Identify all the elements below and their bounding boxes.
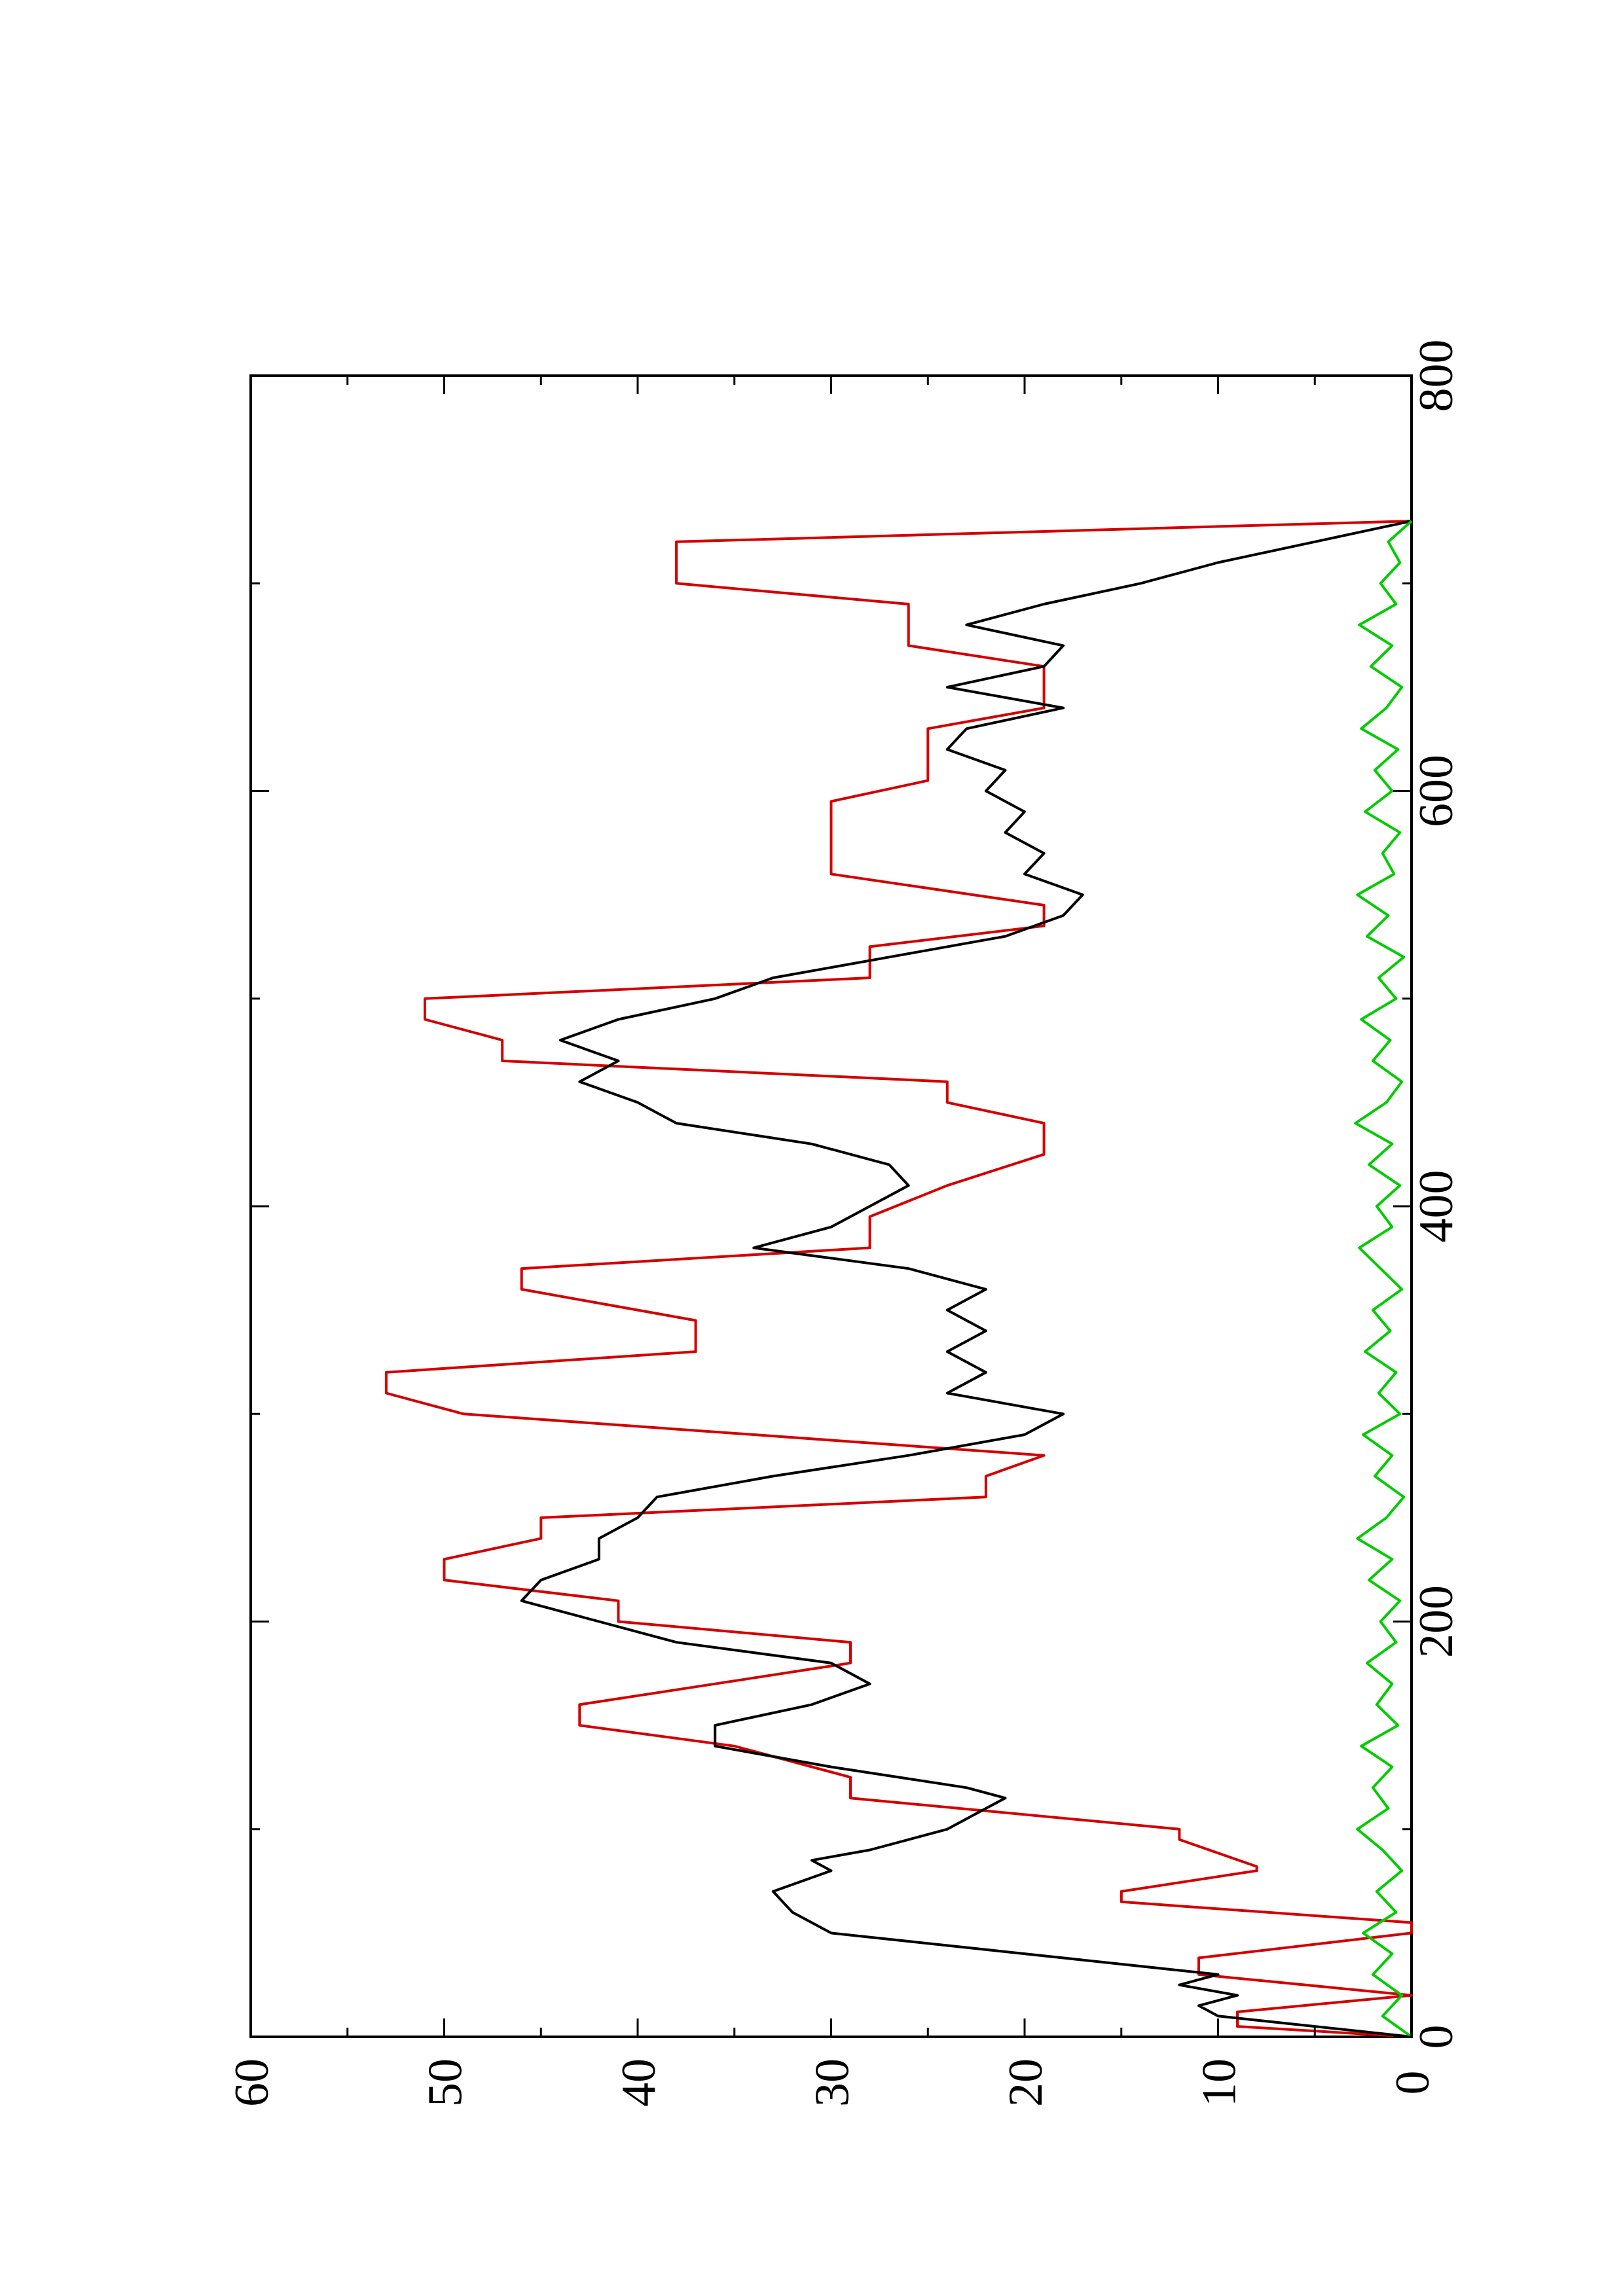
series-line-3	[1354, 520, 1413, 2038]
x-tick-label: 200	[1410, 1585, 1463, 1658]
y-tick-label: 50	[419, 2058, 473, 2107]
x-tick-label: 800	[1410, 340, 1463, 412]
series-layer	[384, 520, 1413, 2038]
x-tick-label: 0	[1410, 2025, 1463, 2049]
axis-tick-labels: 0 200 400 600 800 0 10 20 30 40 50 60	[225, 340, 1463, 2108]
x-tick-label: 600	[1410, 755, 1463, 827]
y-tick-label: 10	[1193, 2058, 1247, 2107]
series-line-1	[384, 520, 1413, 2038]
series-line-2	[520, 520, 1412, 2038]
y-tick-label: 60	[225, 2058, 279, 2107]
y-tick-label: 0	[1386, 2071, 1440, 2095]
axis-ticks	[249, 374, 1413, 2038]
y-tick-label: 40	[612, 2058, 666, 2107]
plot-frame	[249, 374, 1413, 2038]
x-tick-label: 400	[1410, 1170, 1463, 1243]
y-tick-label: 20	[999, 2058, 1053, 2107]
plot-border	[249, 374, 1413, 2038]
y-tick-label: 30	[806, 2058, 860, 2107]
